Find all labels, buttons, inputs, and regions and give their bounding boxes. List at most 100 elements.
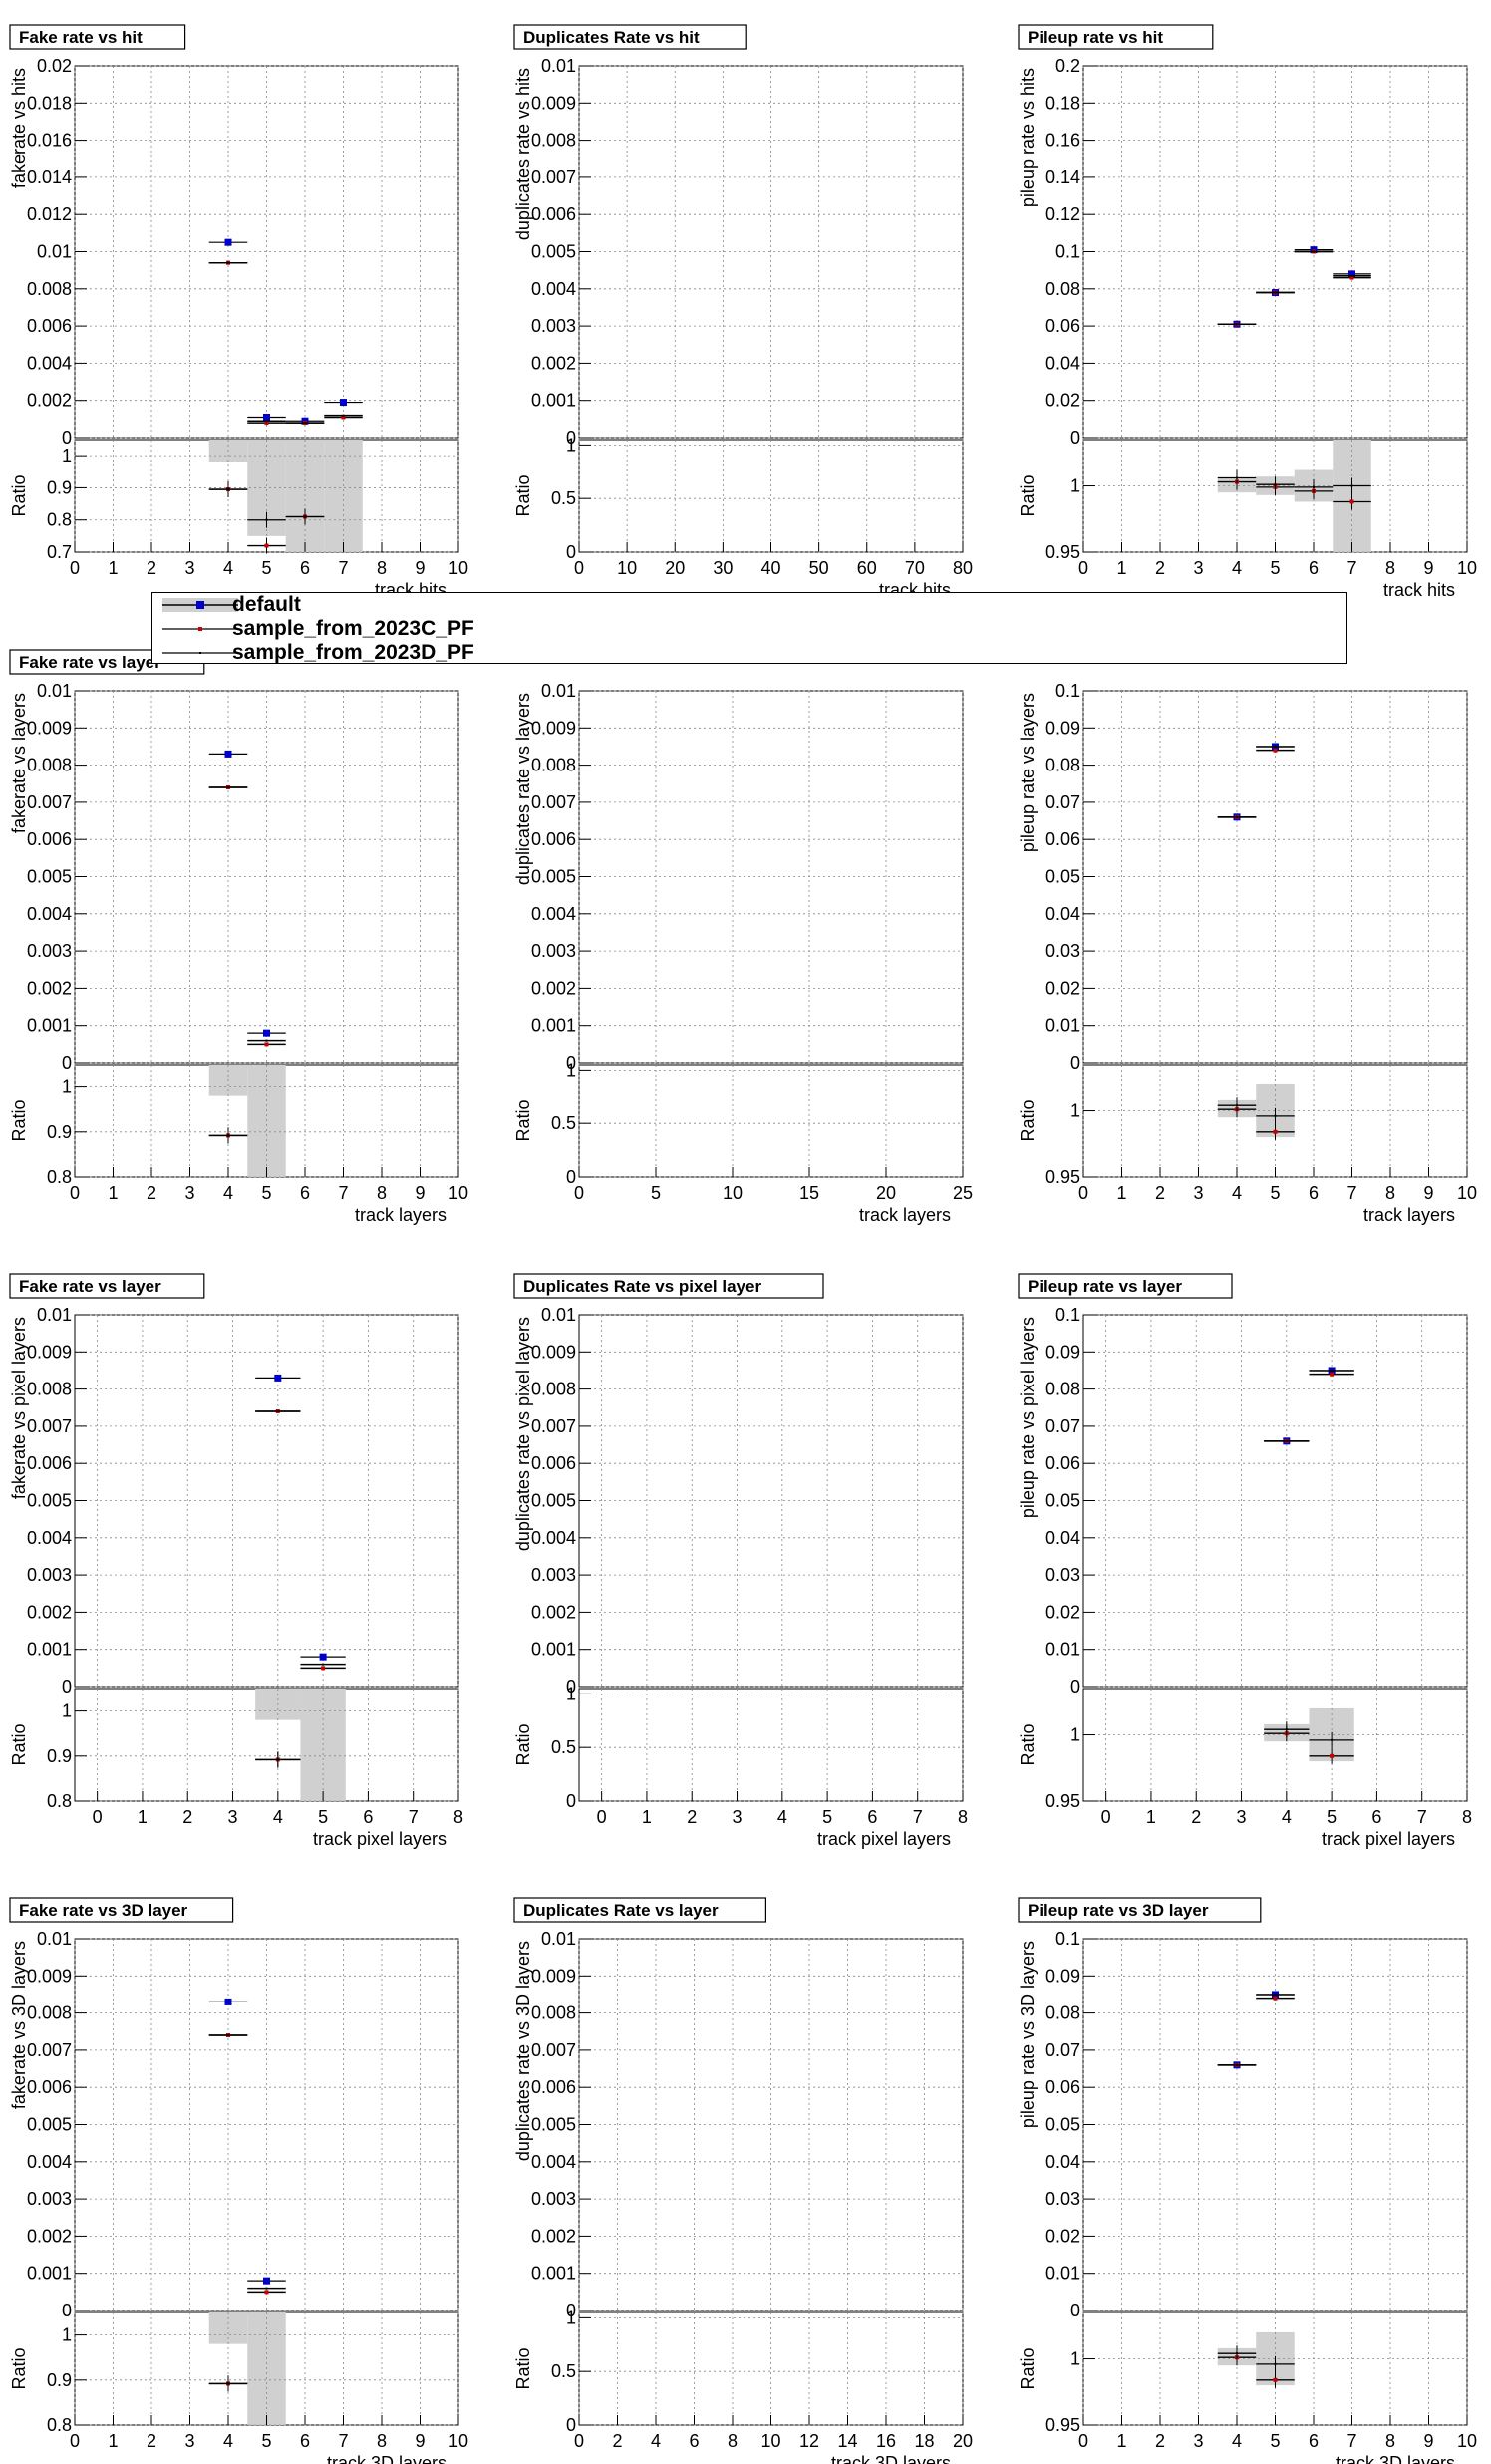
y-tick-label: 0.012 [27,204,72,224]
x-tick-label: 10 [617,558,637,578]
x-axis-label: track pixel layers [817,1829,951,1849]
ratio-axis-label: Ratio [9,474,29,516]
legend-label-default: default [232,593,301,616]
y-tick-label: 0.05 [1045,2115,1080,2135]
x-tick-label: 2 [612,2431,622,2451]
x-tick-label: 6 [1371,1807,1381,1827]
data-point [263,2277,270,2285]
y-tick-label: 0 [62,2301,72,2320]
ratio-axis-label: Ratio [513,2347,533,2389]
x-tick-label: 5 [822,1807,832,1827]
x-tick-label: 9 [1423,1183,1433,1203]
y-tick-label: 0.003 [27,941,72,961]
y-tick-label: 0.09 [1045,1966,1080,1986]
y-tick-label: 0.08 [1045,279,1080,299]
y-tick-label: 0 [566,428,576,448]
y-tick-label: 0.006 [531,2077,576,2097]
y-tick-label: 0.03 [1045,2189,1080,2209]
x-tick-label: 0 [574,1183,584,1203]
x-tick-label: 3 [1237,1807,1247,1827]
y-axis-label: fakerate vs 3D layers [9,1941,29,2109]
data-point [264,2290,269,2295]
x-tick-label: 6 [689,2431,699,2451]
chart-title-box [1018,24,1214,50]
y-tick-label: 0.001 [27,1016,72,1036]
ratio-point [227,488,229,491]
x-tick-label: 1 [1116,558,1126,578]
x-tick-label: 9 [1423,558,1433,578]
x-tick-label: 0 [574,2431,584,2451]
ratio-y-tick-label: 0 [566,542,576,562]
ratio-y-tick-label: 0.8 [47,1791,72,1811]
ratio-point [304,515,306,518]
x-tick-label: 0 [70,558,80,578]
y-tick-label: 0 [62,1053,72,1073]
ratio-y-tick-label: 0.9 [47,2370,72,2390]
y-tick-label: 0.03 [1045,1565,1080,1585]
ratio-point [1273,1129,1278,1134]
y-tick-label: 0.018 [27,93,72,113]
y-tick-label: 0.07 [1045,2040,1080,2060]
x-tick-label: 8 [1462,1807,1472,1827]
legend-label-2023c: sample_from_2023C_PF [232,617,474,640]
y-tick-label: 0.01 [1045,2264,1080,2284]
ratio-axis-label: Ratio [9,1723,29,1765]
main-pad-frame [578,690,964,1064]
x-tick-label: 7 [1346,558,1356,578]
x-tick-label: 14 [837,2431,857,2451]
chart-panel-11: Pileup rate vs 3D layer 0 1 2 3 4 5 6 7 8 9 10 0 0.01… [1018,1897,1477,2464]
chart-title: Duplicates Rate vs pixel layer [523,1277,761,1296]
y-tick-label: 0.002 [531,2226,576,2246]
y-tick-label: 0.04 [1045,1528,1080,1548]
x-tick-label: 6 [1309,558,1319,578]
x-tick-label: 0 [1078,1183,1088,1203]
x-tick-label: 5 [318,1807,328,1827]
x-tick-label: 7 [338,2431,348,2451]
chart-title: Fake rate vs hit [19,28,143,47]
y-tick-label: 0.1 [1055,242,1080,262]
chart-panel-5: 0 1 2 3 4 5 6 7 8 9 10 0 0.01 0.02 0.03 0.04 0.05 0.06 0.0… [1018,681,1477,1225]
y-tick-label: 0.08 [1045,756,1080,775]
x-axis-label: track 3D layers [1336,2453,1455,2464]
chart-panel-9: Fake rate vs 3D layer 0 1 2 3 4 5 6 7 8 9 10 0 0.001 0… [9,1897,468,2464]
data-point [276,1409,279,1412]
ratio-point [1274,2362,1277,2365]
data-point [224,1998,232,2005]
x-tick-label: 5 [1270,2431,1280,2451]
data-point [340,399,347,407]
chart-title-box [9,1897,234,1923]
ratio-point [1313,485,1315,488]
x-tick-label: 1 [108,2431,118,2451]
x-tick-label: 10 [760,2431,780,2451]
y-tick-label: 0.01 [37,1305,72,1325]
y-tick-label: 0.008 [27,1380,72,1399]
y-tick-label: 0.001 [27,1640,72,1660]
ratio-y-tick-label: 1 [1070,2349,1080,2369]
y-tick-label: 0.004 [27,353,72,373]
ratio-axis-label: Ratio [513,1099,533,1141]
ratio-y-tick-label: 0.7 [47,542,72,562]
data-point [227,785,229,788]
x-tick-label: 1 [108,1183,118,1203]
y-tick-label: 0.006 [27,316,72,336]
y-tick-label: 0.01 [541,1929,576,1949]
y-tick-label: 0.006 [27,1453,72,1473]
ratio-y-tick-label: 0.95 [1045,1167,1080,1187]
ratio-pad-frame [578,1688,964,1802]
legend: default sample_from_2023C_PF sample_from… [151,592,1347,664]
x-tick-label: 6 [300,2431,310,2451]
x-tick-label: 18 [914,2431,934,2451]
y-tick-label: 0.006 [531,1453,576,1473]
chart-title: Duplicates Rate vs hit [523,28,700,47]
y-tick-label: 0.007 [27,1416,72,1436]
ratio-point [1236,2352,1238,2355]
y-tick-label: 0.06 [1045,1453,1080,1473]
ratio-y-tick-label: 0.9 [47,477,72,497]
x-tick-label: 5 [261,558,271,578]
chart-panel-2: Pileup rate vs hit 0 1 2 3 4 5 6 7 8 9 10 0 0.02 0.04 0… [1018,24,1477,600]
ratio-y-tick-label: 1 [62,2325,72,2345]
ratio-y-tick-label: 1 [62,446,72,465]
x-tick-label: 10 [723,1183,743,1203]
y-tick-label: 0.01 [1045,1016,1080,1036]
